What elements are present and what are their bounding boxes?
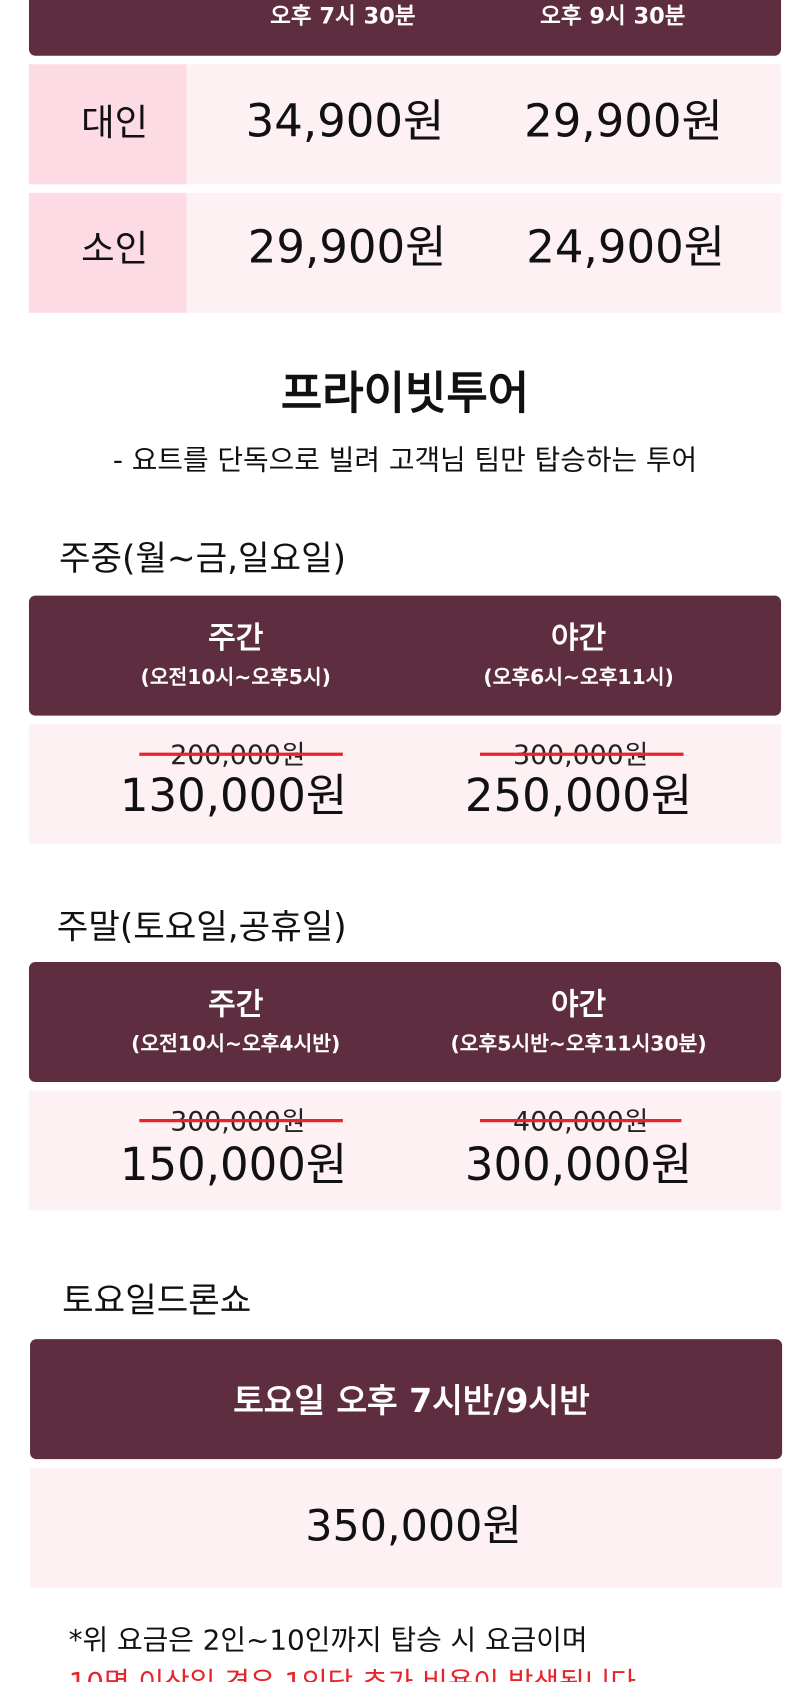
header-cell: 오후 9시 30분 xyxy=(540,4,685,30)
column-hours: (오후6시~오후11시) xyxy=(483,665,673,689)
price: 34,900원 xyxy=(246,94,445,147)
section-title: 프라이빗투어 xyxy=(281,366,529,419)
table-header xyxy=(28,0,782,56)
column-hours: (오전10시~오후4시반) xyxy=(131,1032,340,1056)
subtitle: - 요트를 단독으로 빌려 고객님 팀만 탑승하는 투어 xyxy=(113,444,697,477)
price: 250,000원 xyxy=(465,769,692,822)
row-label: 대인 xyxy=(81,101,148,144)
row-label-cell xyxy=(28,192,187,313)
price: 24,900원 xyxy=(526,221,725,274)
column-name: 주간 xyxy=(208,987,264,1022)
row-label-cell xyxy=(28,64,187,185)
price-header xyxy=(28,962,782,1083)
price-row xyxy=(30,1467,783,1588)
column-hours: (오후5시반~오후11시30분) xyxy=(450,1032,706,1056)
price: 29,900원 xyxy=(524,94,723,147)
price: 29,900원 xyxy=(248,221,447,274)
price-row xyxy=(28,724,782,845)
price-header xyxy=(28,595,782,716)
column-name: 야간 xyxy=(551,987,607,1022)
column-name: 야간 xyxy=(551,621,607,656)
note-warning: 10명 이상일 경우 1인당 추가 비용이 발생됩니다 xyxy=(69,1666,636,1682)
note: *위 요금은 2인~10인까지 탑승 시 요금이며 xyxy=(69,1623,588,1656)
price: 130,000원 xyxy=(120,769,347,822)
row-label: 소인 xyxy=(81,227,148,270)
column-hours: (오전10시~오후5시) xyxy=(141,665,331,689)
price: 300,000원 xyxy=(465,1138,692,1191)
section-heading: 토요일드론쇼 xyxy=(62,1281,251,1321)
section-heading: 주말(토요일,공휴일) xyxy=(57,907,347,947)
header-cell: 오후 7시 30분 xyxy=(270,4,415,30)
price-header xyxy=(30,1339,783,1460)
show-time: 토요일 오후 7시반/9시반 xyxy=(233,1381,589,1420)
price-row xyxy=(28,1090,782,1211)
price: 350,000원 xyxy=(305,1501,522,1551)
price: 150,000원 xyxy=(120,1138,347,1191)
section-heading: 주중(월~금,일요일) xyxy=(59,539,346,579)
column-name: 주간 xyxy=(208,621,264,656)
